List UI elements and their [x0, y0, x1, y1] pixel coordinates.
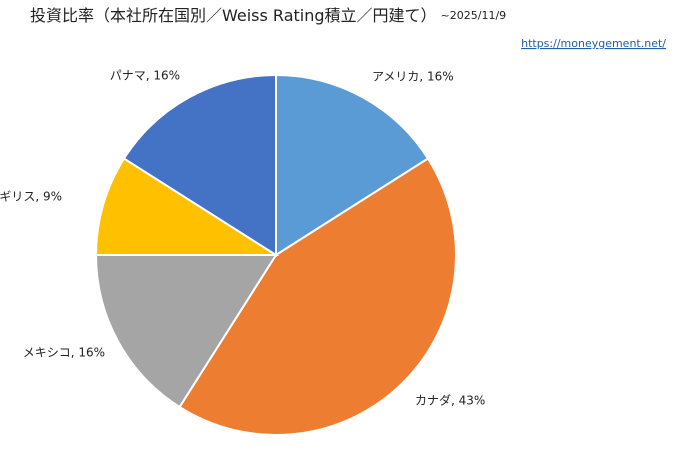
chart-subtitle: ~2025/11/9 [441, 9, 507, 22]
data-label: メキシコ, 16% [23, 346, 105, 360]
pie-slice [178, 157, 457, 436]
data-label: カナダ, 43% [415, 393, 485, 408]
data-label: アメリカ, 16% [372, 70, 454, 84]
data-label: イギリス, 9% [0, 190, 62, 204]
pie-slice [94, 254, 278, 409]
chart-title-group: 投資比率（本社所在国別／Weiss Rating積立／円建て） ~2025/11/… [30, 6, 506, 25]
pie-slice [94, 157, 280, 256]
source-link[interactable]: https://moneygement.net/ [521, 37, 666, 50]
data-label: パナマ, 16% [110, 69, 180, 83]
pie-slice [275, 73, 430, 257]
pie-slice [122, 73, 277, 257]
chart-title: 投資比率（本社所在国別／Weiss Rating積立／円建て） [30, 6, 437, 25]
